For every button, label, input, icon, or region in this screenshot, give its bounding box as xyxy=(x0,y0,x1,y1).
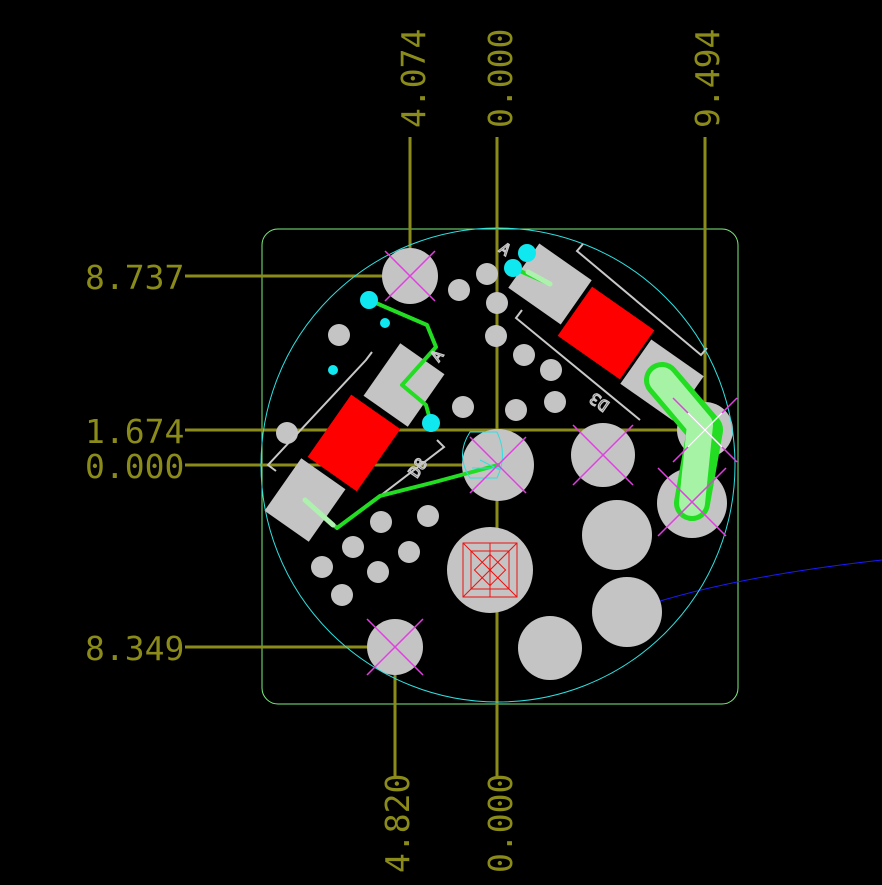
dim-left-8737: 8.737 xyxy=(85,258,184,297)
drill-crosses-white xyxy=(687,412,723,448)
smd-bodies xyxy=(307,286,655,492)
dim-bottom-0000: 0.000 xyxy=(481,774,520,873)
fiducial-mark xyxy=(462,542,518,598)
vias xyxy=(328,244,536,432)
d8-ref-label: D8 xyxy=(405,454,432,481)
dim-top-9494: 9.494 xyxy=(688,29,727,128)
d3-ref-label: D3 xyxy=(586,389,613,416)
dim-top-0000: 0.000 xyxy=(481,29,520,128)
silkscreen-outlines xyxy=(266,243,708,497)
d3-body xyxy=(557,286,655,380)
dim-left-8349: 8.349 xyxy=(85,629,184,668)
pad-right-large-2 xyxy=(592,577,662,647)
dim-bottom-4820: 4.820 xyxy=(378,774,417,873)
d8-body xyxy=(307,394,401,492)
dim-top-4074: 4.074 xyxy=(394,29,433,128)
drill-crosses xyxy=(366,250,738,676)
ratsnest-line xyxy=(626,559,882,613)
circle-outline xyxy=(260,227,736,703)
pad-traces xyxy=(302,269,553,528)
pad-right-large xyxy=(582,500,652,570)
dim-left-0000: 0.000 xyxy=(85,447,184,486)
pad-bottom-large xyxy=(518,616,582,680)
dim-left-1674: 1.674 xyxy=(85,412,184,451)
